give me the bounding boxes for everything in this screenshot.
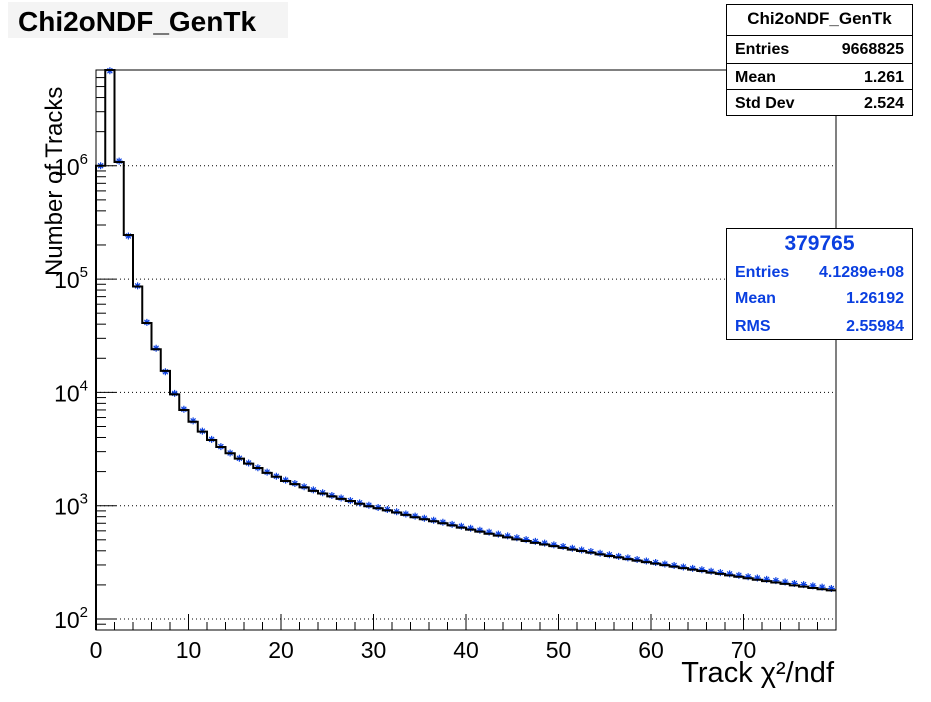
- data-point: [790, 579, 798, 587]
- data-point: [559, 543, 567, 551]
- data-point: [772, 577, 780, 585]
- stats-label: Mean: [735, 69, 776, 86]
- data-point: [716, 569, 724, 577]
- data-point: [679, 563, 687, 571]
- data-point: [550, 541, 558, 549]
- data-point: [448, 520, 456, 528]
- stats-label: Std Dev: [735, 95, 795, 112]
- data-point: [753, 574, 761, 582]
- data-point: [467, 524, 475, 532]
- x-tick-label: 20: [268, 637, 294, 663]
- data-point: [809, 582, 817, 590]
- stats-box-reference: 379765 Entries 4.1289e+08 Mean 1.26192 R…: [726, 228, 913, 340]
- grid-lines: [96, 165, 836, 620]
- stats-ref-name: 379765: [784, 232, 855, 255]
- y-tick-label: 102: [54, 604, 88, 633]
- data-point: [152, 344, 160, 352]
- data-point: [596, 549, 604, 557]
- plot-frame: [95, 69, 837, 631]
- data-point: [633, 556, 641, 564]
- data-point: [171, 389, 179, 397]
- chart-title-box: Chi2oNDF_GenTk: [8, 2, 288, 38]
- data-point: [430, 516, 438, 524]
- data-point: [568, 544, 576, 552]
- x-tick-label: 10: [176, 637, 202, 663]
- data-point: [726, 570, 734, 578]
- x-tick-label: 50: [546, 637, 572, 663]
- stats-ref-row: Entries 4.1289e+08: [727, 259, 912, 287]
- data-point: [541, 539, 549, 547]
- data-point: [494, 530, 502, 538]
- data-point: [624, 554, 632, 562]
- x-tick-label: 70: [731, 637, 757, 663]
- data-point: [309, 486, 317, 494]
- stats-main-name: Chi2oNDF_GenTk: [747, 9, 892, 28]
- data-point: [744, 573, 752, 581]
- data-point: [578, 546, 586, 554]
- data-point: [513, 534, 521, 542]
- data-point: [661, 560, 669, 568]
- x-axis-ticks: 0 10 20 30 40 50 60 70: [90, 614, 837, 663]
- stats-value: 1.26192: [846, 290, 904, 307]
- stats-label: Mean: [735, 290, 776, 307]
- stats-ref-row: RMS 2.55984: [727, 313, 912, 341]
- data-point: [689, 564, 697, 572]
- stats-main-row: Std Dev 2.524: [727, 89, 912, 118]
- data-point: [763, 575, 771, 583]
- data-point: [642, 557, 650, 565]
- y-axis-ticks: 102 103 104 105 106: [54, 69, 116, 633]
- main-series: [95, 69, 836, 630]
- data-point: [800, 581, 808, 589]
- stats-box-main: Chi2oNDF_GenTk Entries 9668825 Mean 1.26…: [726, 4, 913, 116]
- y-tick-label: 103: [54, 491, 88, 520]
- x-tick-label: 40: [453, 637, 479, 663]
- data-point: [411, 512, 419, 520]
- data-point: [652, 559, 660, 567]
- stats-main-row: Mean 1.261: [727, 63, 912, 92]
- stats-label: Entries: [735, 41, 790, 58]
- x-tick-label: 60: [638, 637, 664, 663]
- stats-ref-row: Mean 1.26192: [727, 285, 912, 313]
- stats-label: RMS: [735, 318, 771, 335]
- data-point: [605, 551, 613, 559]
- data-point: [827, 584, 835, 592]
- data-point: [707, 567, 715, 575]
- data-point: [587, 548, 595, 556]
- data-point: [522, 536, 530, 544]
- chart-title: Chi2oNDF_GenTk: [18, 6, 257, 37]
- data-point: [476, 526, 484, 534]
- y-tick-label: 104: [54, 377, 88, 406]
- data-point: [485, 528, 493, 536]
- data-point: [504, 532, 512, 540]
- stats-value: 4.1289e+08: [819, 264, 904, 281]
- data-point: [818, 583, 826, 591]
- data-point: [735, 571, 743, 579]
- y-tick-label: 105: [54, 264, 88, 293]
- x-tick-label: 30: [361, 637, 387, 663]
- data-point: [698, 566, 706, 574]
- data-point: [670, 561, 678, 569]
- stats-value: 9668825: [841, 41, 904, 58]
- data-point: [439, 518, 447, 526]
- y-tick-label: 106: [54, 151, 88, 180]
- step-line: [95, 69, 836, 630]
- data-point: [781, 578, 789, 586]
- x-tick-label: 0: [90, 637, 103, 663]
- stats-value: 2.55984: [846, 318, 904, 335]
- data-point: [531, 537, 539, 545]
- stats-main-row: Entries 9668825: [727, 35, 912, 64]
- data-point: [124, 232, 132, 240]
- data-point: [457, 522, 465, 530]
- x-axis-label: Track χ²/ndf: [681, 657, 835, 689]
- y-axis-label: Number of Tracks: [41, 87, 68, 276]
- stats-value: 1.261: [863, 69, 904, 86]
- stats-label: Entries: [735, 264, 790, 281]
- stats-value: 2.524: [863, 95, 904, 112]
